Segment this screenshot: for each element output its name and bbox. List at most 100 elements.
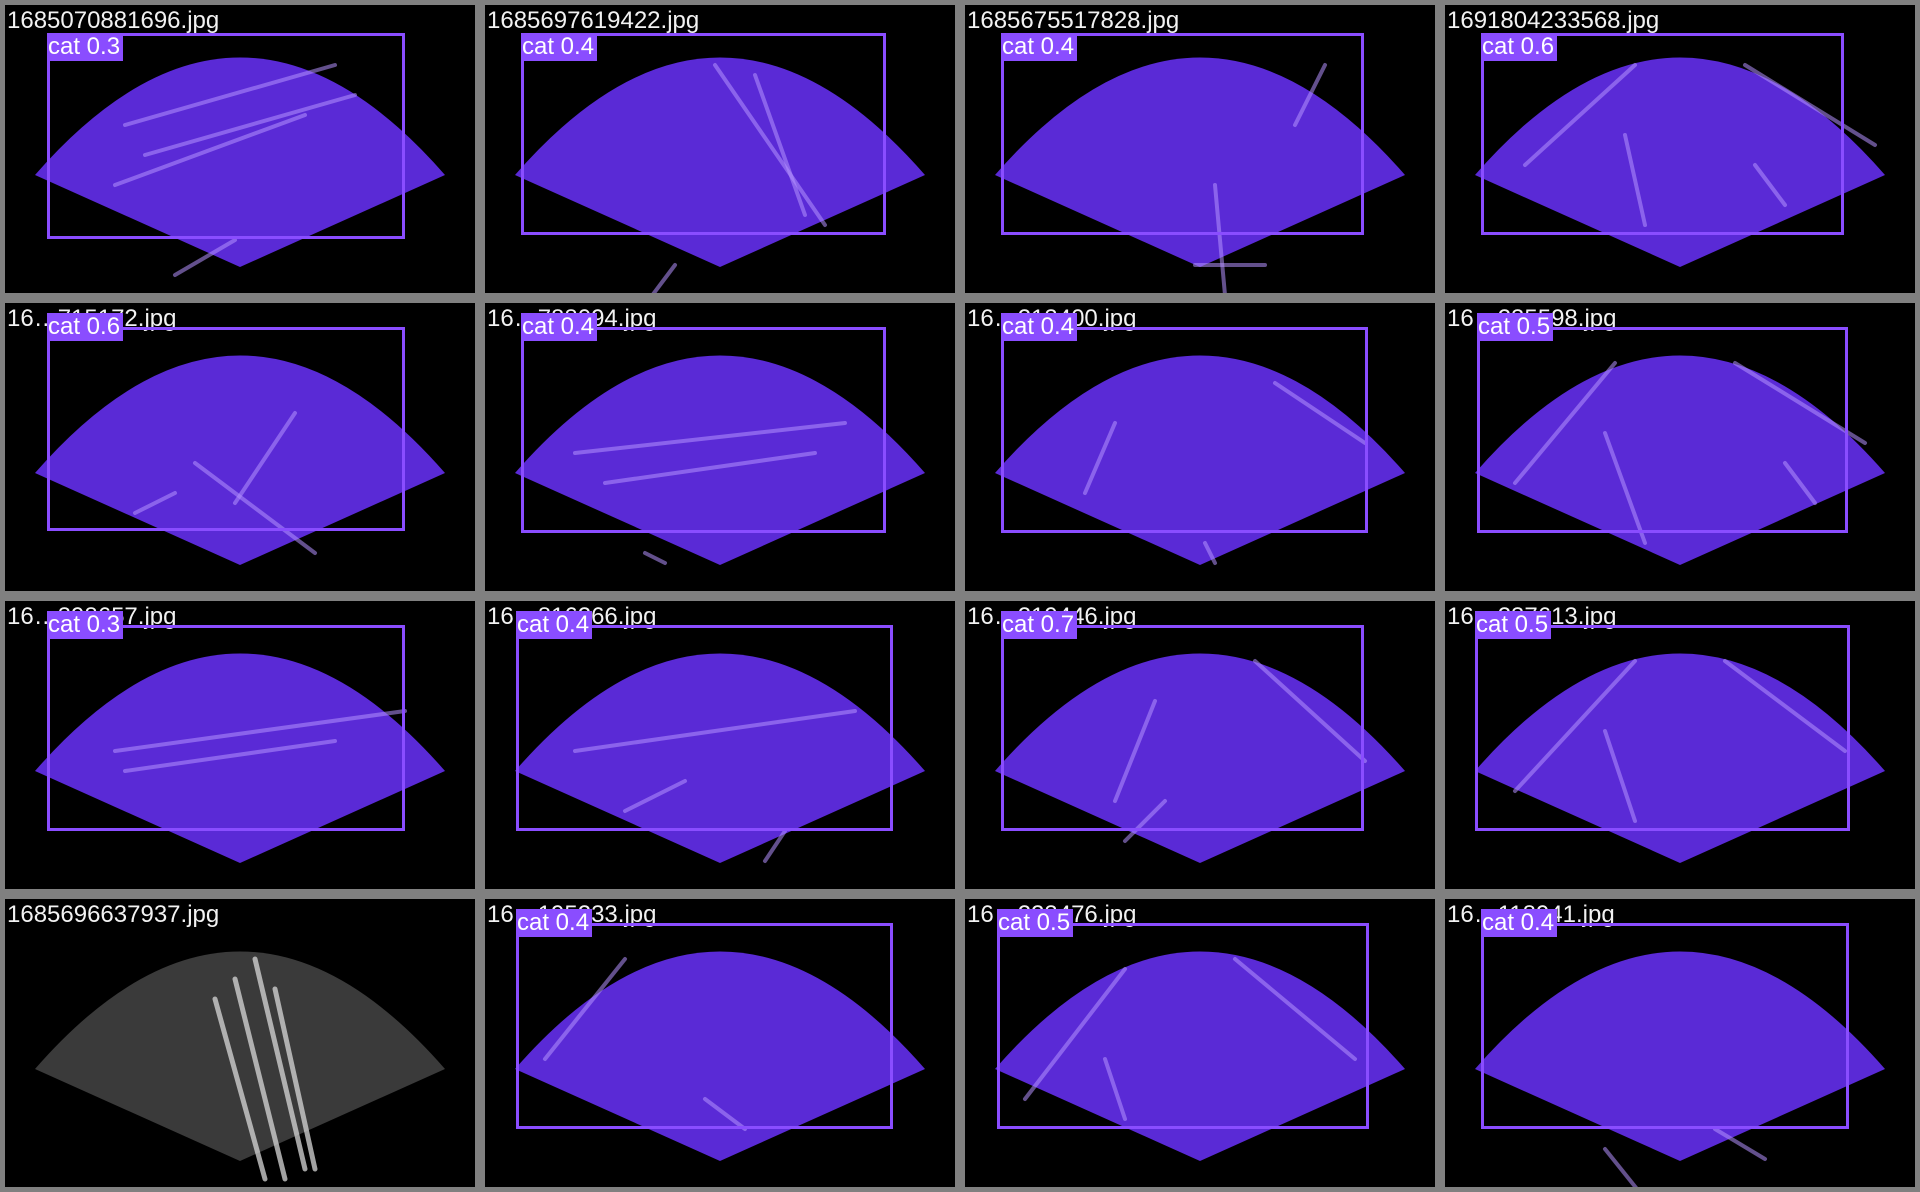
image-filename: 1685675517828.jpg — [967, 7, 1180, 34]
sonar-streak — [1213, 183, 1227, 293]
sonar-streak — [1253, 659, 1367, 763]
sonar-streak — [1723, 659, 1847, 753]
detection-label: cat 0.7 — [1001, 611, 1078, 639]
detection-label: cat 0.4 — [521, 313, 598, 341]
sonar-streak — [233, 411, 297, 505]
image-filename: 1685696637937.jpg — [7, 901, 220, 928]
detection-label: cat 0.3 — [47, 33, 124, 61]
sonar-streak — [123, 739, 337, 773]
sonar-fan — [515, 653, 925, 863]
detection-label: cat 0.6 — [1481, 33, 1558, 61]
sonar-streak — [1603, 729, 1637, 823]
sonar-streak — [1743, 63, 1877, 147]
detection-bounding-box: cat 0.5 — [1477, 313, 1848, 533]
sonar-streak — [1513, 659, 1637, 793]
detection-label: cat 0.4 — [516, 611, 593, 639]
detection-bounding-box: cat 0.4 — [521, 33, 886, 235]
detection-bounding-box: cat 0.3 — [47, 33, 405, 239]
sonar-streak — [651, 263, 677, 293]
image-filename: 1685697619422.jpg — [487, 7, 700, 34]
detection-bounding-box: cat 0.7 — [1001, 611, 1364, 831]
detection-bounding-box: cat 0.4 — [1001, 33, 1364, 235]
detection-label: cat 0.5 — [1475, 611, 1552, 639]
sonar-streak — [212, 996, 268, 1182]
sonar-image-mask-overlay — [1475, 951, 1885, 1187]
sonar-fan — [35, 951, 445, 1161]
sonar-streak — [1103, 1057, 1127, 1121]
sonar-streak — [232, 976, 288, 1182]
sonar-streak — [173, 238, 237, 277]
sonar-streak — [1523, 63, 1637, 167]
sonar-image-mask-overlay — [1475, 355, 1885, 565]
sonar-image-mask-overlay — [35, 653, 445, 863]
sonar-streak — [1783, 461, 1817, 505]
sonar-streak — [1203, 541, 1217, 565]
sonar-streak — [272, 986, 318, 1172]
sonar-streak — [113, 113, 307, 187]
sonar-streak — [1083, 421, 1117, 495]
sonar-fan — [1475, 951, 1885, 1161]
sonar-streak — [1733, 361, 1867, 445]
sonar-image-mask-overlay — [515, 653, 925, 863]
sonar-fan — [35, 57, 445, 267]
sonar-streak — [1603, 431, 1647, 545]
detection-bounding-box: cat 0.4 — [516, 611, 893, 831]
sonar-streak — [603, 451, 817, 485]
sonar-image-mask-overlay — [995, 951, 1405, 1161]
detection-bounding-box: cat 0.4 — [1001, 313, 1368, 533]
sonar-fan — [35, 653, 445, 863]
sonar-image-mask-overlay — [515, 951, 925, 1161]
detection-bounding-box: cat 0.3 — [47, 611, 405, 831]
sonar-streak — [1233, 957, 1357, 1061]
detection-label: cat 0.4 — [1481, 909, 1558, 937]
image-filename: 1691804233568.jpg — [1447, 7, 1660, 34]
sonar-image-mask-overlay — [515, 57, 925, 293]
detection-label: cat 0.5 — [997, 909, 1074, 937]
sonar-streak — [573, 421, 847, 455]
sonar-streak — [643, 551, 667, 565]
sonar-streak — [763, 829, 787, 863]
detection-bounding-box: cat 0.5 — [1475, 611, 1850, 831]
result-tile: 1685697619422.jpg cat 0.4 — [480, 0, 960, 298]
sonar-streak — [123, 63, 337, 127]
detection-label: cat 0.4 — [1001, 33, 1078, 61]
sonar-fan — [1475, 57, 1885, 267]
sonar-fan — [995, 355, 1405, 565]
sonar-streak — [1113, 699, 1157, 803]
sonar-image-raw — [35, 951, 445, 1182]
detection-label: cat 0.6 — [47, 313, 124, 341]
detection-label: cat 0.3 — [47, 611, 124, 639]
sonar-streak — [1123, 799, 1167, 843]
image-filename: 1685070881696.jpg — [7, 7, 220, 34]
sonar-streak — [1603, 1147, 1638, 1187]
result-tile: 1685675517828.jpg cat 0.4 — [960, 0, 1440, 298]
sonar-image-mask-overlay — [1475, 57, 1885, 267]
sonar-image-mask-overlay — [515, 355, 925, 565]
sonar-streak — [623, 779, 687, 813]
detection-label: cat 0.4 — [521, 33, 598, 61]
sonar-image-mask-overlay — [35, 57, 445, 277]
sonar-streak — [143, 93, 357, 157]
sonar-streak — [252, 956, 308, 1172]
sonar-streak — [1293, 63, 1327, 127]
sonar-streak — [1753, 163, 1787, 207]
sonar-image-mask-overlay — [995, 57, 1405, 293]
sonar-image-mask-overlay — [1475, 653, 1885, 863]
detection-label: cat 0.5 — [1477, 313, 1554, 341]
result-tile: 1691804233568.jpg cat 0.6 — [1440, 0, 1920, 298]
sonar-streak — [1023, 967, 1127, 1101]
sonar-fan — [515, 355, 925, 565]
sonar-streak — [1713, 1127, 1767, 1161]
sonar-streak — [133, 491, 177, 515]
sonar-streak — [1623, 133, 1647, 227]
